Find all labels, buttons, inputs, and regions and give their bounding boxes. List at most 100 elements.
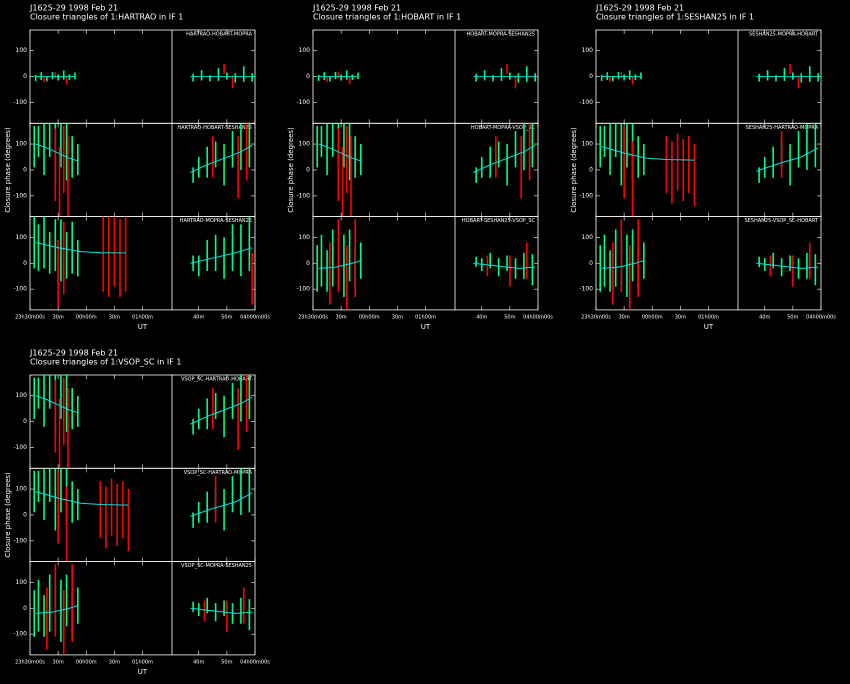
x-tick-label: 04h00m00s bbox=[240, 659, 270, 665]
plot-title: J1625-29 1998 Feb 21 bbox=[29, 4, 118, 13]
y-tick-label: 100 bbox=[299, 47, 311, 54]
y-axis-label: Closure phase (degrees) bbox=[4, 127, 12, 213]
y-tick-label: 100 bbox=[16, 47, 28, 54]
x-axis-label: UT bbox=[138, 668, 148, 676]
data-area bbox=[316, 219, 536, 310]
x-tick-label: 23h30m00s bbox=[15, 659, 45, 665]
x-tick-label: 50m bbox=[221, 314, 232, 320]
y-tick-label: 100 bbox=[582, 47, 594, 54]
y-axis-label: Closure phase (degrees) bbox=[4, 472, 12, 558]
y-tick-label: 100 bbox=[16, 486, 28, 493]
y-tick-label: -100 bbox=[13, 631, 27, 638]
plot-subtitle: Closure triangles of 1:VSOP_SC in IF 1 bbox=[30, 358, 181, 367]
data-area bbox=[33, 216, 253, 308]
panel-label: HARTRAO-HOBART-SESHAN25 bbox=[177, 125, 252, 131]
y-tick-label: 100 bbox=[16, 579, 28, 586]
x-axis-label: UT bbox=[138, 323, 148, 331]
panel-label: SESHAN25-VSOP_SC-HOBART bbox=[744, 218, 818, 224]
x-tick-label: 30m bbox=[336, 314, 347, 320]
y-tick-label: 100 bbox=[299, 141, 311, 148]
model-curve bbox=[35, 491, 253, 517]
x-tick-label: 01h00m bbox=[132, 314, 153, 320]
data-area bbox=[33, 564, 253, 655]
x-tick-label: 00h00m bbox=[76, 659, 97, 665]
y-tick-label: -100 bbox=[579, 99, 593, 106]
y-tick-label: 0 bbox=[23, 260, 27, 267]
y-tick-label: 0 bbox=[23, 605, 27, 612]
data-area bbox=[34, 63, 253, 89]
x-tick-label: 01h00m bbox=[415, 314, 436, 320]
x-tick-label: 01h00m bbox=[698, 314, 719, 320]
y-tick-label: 0 bbox=[23, 511, 27, 518]
x-tick-label: 40m bbox=[759, 314, 770, 320]
x-tick-label: 30m bbox=[53, 314, 64, 320]
data-area bbox=[600, 63, 819, 89]
y-tick-label: -100 bbox=[13, 537, 27, 544]
model-curve bbox=[601, 146, 819, 172]
data-area bbox=[599, 219, 819, 310]
model-curve bbox=[318, 143, 536, 173]
y-tick-label: 100 bbox=[16, 392, 28, 399]
panel-label: HOBART-MOPRA-VSOP_SC bbox=[471, 125, 536, 131]
x-tick-label: 50m bbox=[221, 659, 232, 665]
y-tick-label: -100 bbox=[13, 192, 27, 199]
panel-label: HARTRAO-HOBART-MOPRA bbox=[186, 32, 252, 38]
panel-label: VSOP_SC-HARTRAO-HOBART bbox=[181, 377, 253, 383]
data-area bbox=[33, 468, 253, 562]
y-tick-label: 100 bbox=[582, 141, 594, 148]
plot-title: J1625-29 1998 Feb 21 bbox=[595, 4, 684, 13]
data-area bbox=[316, 123, 536, 217]
y-tick-label: 100 bbox=[16, 234, 28, 241]
y-tick-label: 0 bbox=[589, 260, 593, 267]
x-tick-label: 30m bbox=[53, 659, 64, 665]
y-tick-label: 0 bbox=[306, 260, 310, 267]
model-curve bbox=[318, 260, 536, 269]
panel-label: VSOP_SC-MOPRA-SESHAN25 bbox=[181, 563, 252, 569]
y-tick-label: -100 bbox=[296, 286, 310, 293]
panel-label: SESHAN25-MOPRA-HOBART bbox=[749, 32, 819, 38]
x-tick-label: 01h00m bbox=[132, 659, 153, 665]
y-tick-label: -100 bbox=[579, 286, 593, 293]
y-tick-label: -100 bbox=[579, 192, 593, 199]
data-area bbox=[599, 123, 819, 217]
model-curve bbox=[35, 395, 253, 425]
panel-label: HOBART-MOPRA-SESHAN25 bbox=[467, 32, 536, 38]
x-tick-label: 04h00m00s bbox=[523, 314, 553, 320]
x-tick-label: 00h00m bbox=[76, 314, 97, 320]
model-curve bbox=[601, 260, 819, 269]
y-tick-label: -100 bbox=[296, 192, 310, 199]
y-tick-label: -100 bbox=[13, 444, 27, 451]
y-tick-label: -100 bbox=[13, 286, 27, 293]
panel-label: HARTRAO-MOPRA-SESHAN25 bbox=[180, 218, 252, 224]
y-tick-label: 0 bbox=[306, 166, 310, 173]
y-tick-label: 100 bbox=[582, 234, 594, 241]
data-area bbox=[33, 375, 253, 469]
plot-subtitle: Closure triangles of 1:HOBART in IF 1 bbox=[313, 13, 461, 22]
y-tick-label: 0 bbox=[589, 166, 593, 173]
y-tick-label: 0 bbox=[306, 73, 310, 80]
x-tick-label: 30m bbox=[619, 314, 630, 320]
x-tick-label: 40m bbox=[476, 314, 487, 320]
x-axis-label: UT bbox=[704, 323, 714, 331]
panel-frame bbox=[29, 467, 256, 563]
model-curve bbox=[35, 143, 253, 173]
x-axis-label: UT bbox=[421, 323, 431, 331]
x-tick-label: 30m bbox=[675, 314, 686, 320]
x-tick-label: 40m bbox=[193, 314, 204, 320]
x-tick-label: 00h00m bbox=[359, 314, 380, 320]
x-tick-label: 30m bbox=[109, 659, 120, 665]
x-tick-label: 40m bbox=[193, 659, 204, 665]
model-curve bbox=[35, 605, 253, 614]
x-tick-label: 50m bbox=[504, 314, 515, 320]
y-axis-label: Closure phase (degrees) bbox=[287, 127, 295, 213]
plot-subtitle: Closure triangles of 1:HARTRAO in IF 1 bbox=[30, 13, 183, 22]
x-tick-label: 00h00m bbox=[642, 314, 663, 320]
y-tick-label: 0 bbox=[23, 166, 27, 173]
x-tick-label: 04h00m00s bbox=[806, 314, 836, 320]
panel-label: VSOP_SC-HARTRAO-MOPRA bbox=[184, 470, 253, 476]
data-area bbox=[317, 63, 536, 89]
x-tick-label: 50m bbox=[787, 314, 798, 320]
